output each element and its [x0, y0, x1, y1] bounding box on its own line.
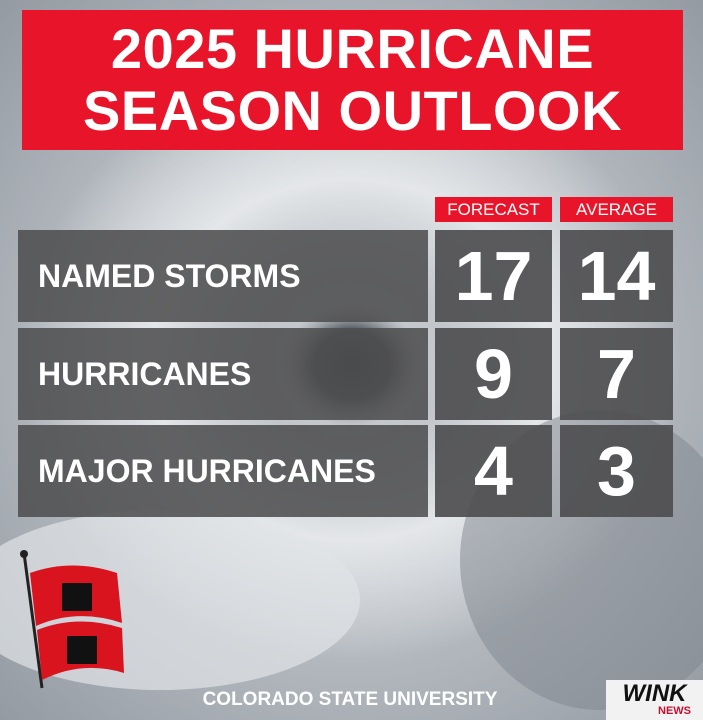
forecast-value: 4: [435, 425, 552, 517]
source-credit: COLORADO STATE UNIVERSITY: [202, 689, 498, 710]
row-label: HURRICANES: [18, 328, 428, 420]
column-header: FORECAST: [435, 197, 552, 222]
average-value: 7: [560, 328, 673, 420]
logo-text: WINK: [622, 680, 687, 707]
title-line: SEASON OUTLOOK: [82, 79, 623, 142]
logo-subtext: NEWS: [658, 705, 691, 717]
row-label: MAJOR HURRICANES: [18, 425, 428, 517]
title-banner: 2025 HURRICANE SEASON OUTLOOK: [22, 10, 683, 150]
forecast-value: 17: [435, 230, 552, 322]
hurricane-flag-logo: [20, 550, 124, 689]
average-value: 3: [560, 425, 673, 517]
forecast-value: 9: [435, 328, 552, 420]
row-label: NAMED STORMS: [18, 230, 428, 322]
station-logo: WINK NEWS: [606, 680, 703, 720]
average-value: 14: [560, 230, 673, 322]
title-line: 2025 HURRICANE: [110, 17, 595, 80]
column-header: AVERAGE: [560, 197, 673, 222]
